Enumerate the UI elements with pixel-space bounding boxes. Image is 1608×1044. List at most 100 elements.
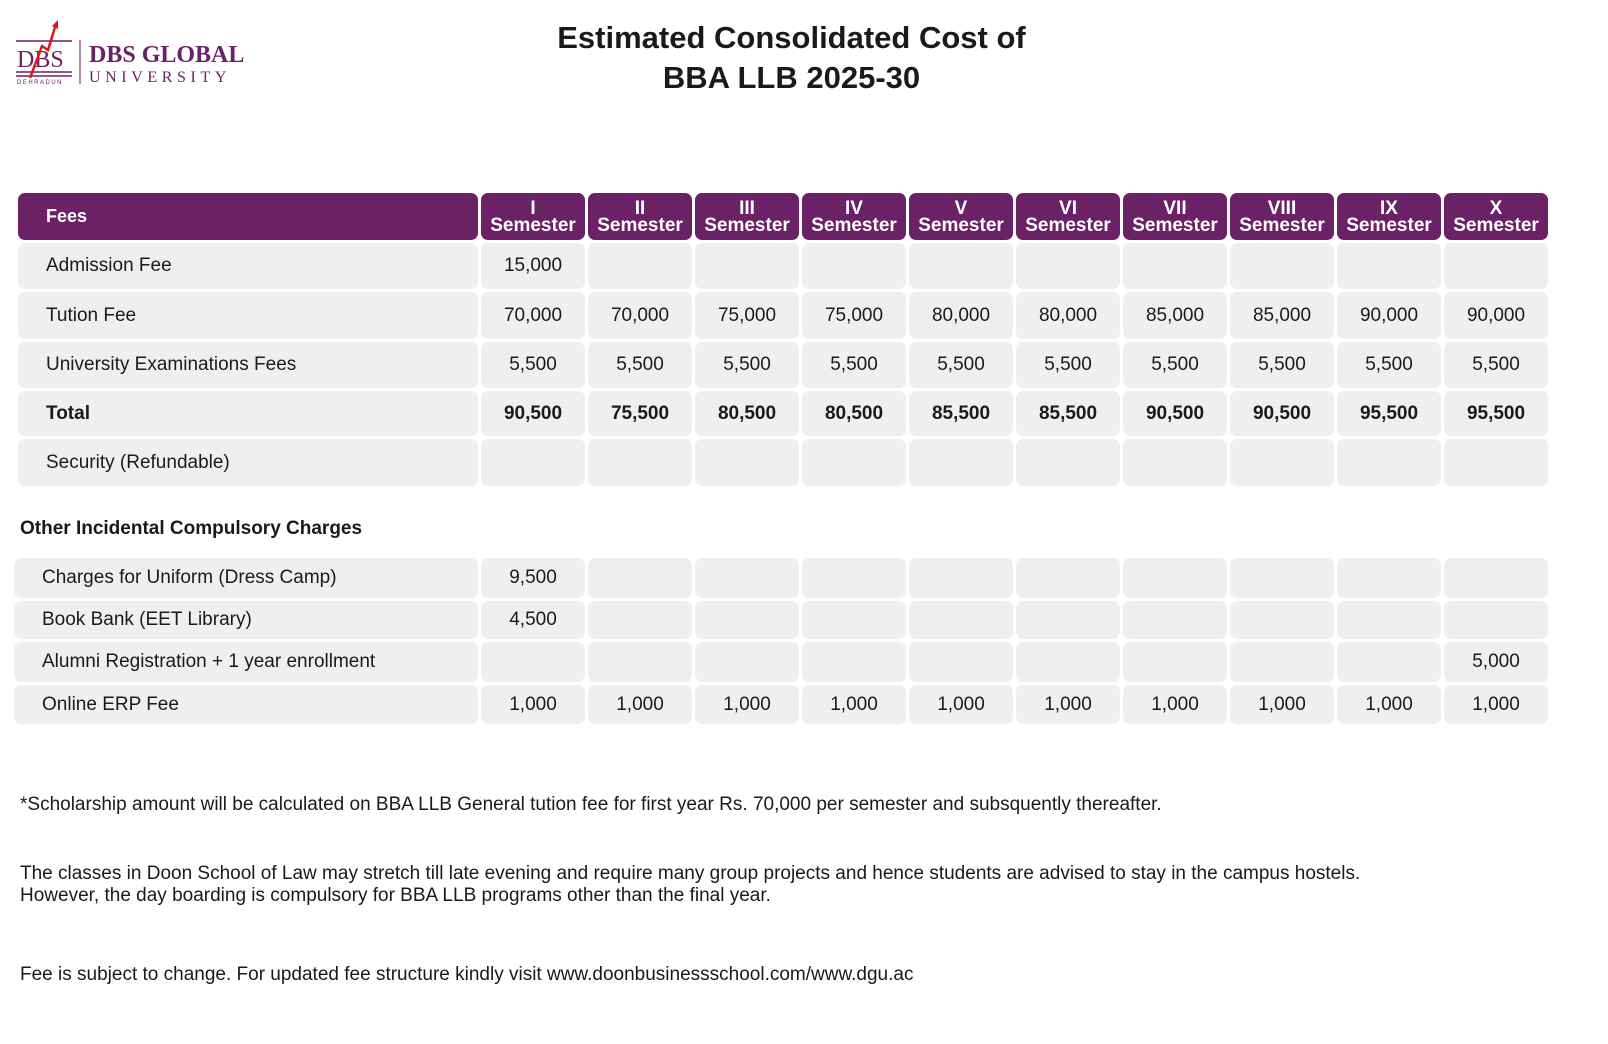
- semester-number: VII: [1163, 197, 1187, 219]
- fee-cell: 85,000: [1230, 292, 1334, 339]
- fee-cell: [1444, 601, 1548, 639]
- fee-cell: [588, 601, 692, 639]
- fee-cell: 5,500: [802, 342, 906, 388]
- fee-cell: 1,000: [481, 685, 585, 724]
- fee-cell: [588, 642, 692, 682]
- semester-number: IX: [1380, 197, 1398, 219]
- fee-cell: 70,000: [481, 292, 585, 339]
- fee-cell: 90,500: [1123, 391, 1227, 436]
- fee-cell: 4,500: [481, 601, 585, 639]
- fee-cell: 75,500: [588, 391, 692, 436]
- semester-word: Semester: [1453, 214, 1539, 236]
- semester-word: Semester: [1132, 214, 1218, 236]
- fee-cell: [695, 601, 799, 639]
- fee-cell: [588, 243, 692, 289]
- semester-word: Semester: [811, 214, 897, 236]
- fee-cell: 5,000: [1444, 642, 1548, 682]
- fee-cell: [1016, 601, 1120, 639]
- fees-table: Fees I Semester II Semester III Semester IV Seme…: [18, 193, 1548, 486]
- fee-cell: 85,000: [1123, 292, 1227, 339]
- svg-text:DBS GLOBAL: DBS GLOBAL: [89, 42, 244, 68]
- fee-cell: 80,500: [802, 391, 906, 436]
- fee-cell: [1444, 243, 1548, 289]
- fee-cell: [588, 439, 692, 486]
- semester-number: X: [1489, 197, 1503, 219]
- row-label: Book Bank (EET Library): [14, 601, 478, 639]
- fee-cell: 1,000: [588, 685, 692, 724]
- fee-cell: 1,000: [1016, 685, 1120, 724]
- fee-cell: [1123, 243, 1227, 289]
- row-label: Security (Refundable): [18, 439, 478, 486]
- fee-cell: [1123, 601, 1227, 639]
- fee-cell: 1,000: [909, 685, 1013, 724]
- header-semester: IV Semester: [802, 193, 906, 240]
- fee-cell: 95,500: [1444, 391, 1548, 436]
- semester-number: VI: [1059, 197, 1077, 219]
- fee-cell: [588, 558, 692, 598]
- fee-cell: [909, 601, 1013, 639]
- fee-cell: [1337, 439, 1441, 486]
- fee-cell: [802, 439, 906, 486]
- header-semester: VIII Semester: [1230, 193, 1334, 240]
- row-label: Online ERP Fee: [14, 685, 478, 724]
- fee-cell: [1123, 558, 1227, 598]
- semester-number: III: [739, 197, 755, 219]
- header-semester: X Semester: [1444, 193, 1548, 240]
- semester-number: I: [530, 197, 536, 219]
- semester-word: Semester: [918, 214, 1004, 236]
- fee-cell: 90,500: [1230, 391, 1334, 436]
- fee-cell: 5,500: [909, 342, 1013, 388]
- fee-cell: 90,500: [481, 391, 585, 436]
- fee-cell: [1337, 642, 1441, 682]
- fee-cell: [1016, 558, 1120, 598]
- fee-cell: [481, 439, 585, 486]
- dbs-global-university-logo: DBS DEHRADUN DBS GLOBAL UNIVERSITY: [16, 20, 244, 86]
- fee-cell: [802, 601, 906, 639]
- row-label: Tution Fee: [18, 292, 478, 339]
- fee-cell: 15,000: [481, 243, 585, 289]
- fee-cell: [1230, 243, 1334, 289]
- fee-cell: 5,500: [1016, 342, 1120, 388]
- hostel-note: The classes in Doon School of Law may st…: [20, 863, 1360, 907]
- fee-cell: [909, 642, 1013, 682]
- fee-cell: [1337, 243, 1441, 289]
- hostel-note-line-2: However, the day boarding is compulsory …: [20, 885, 771, 906]
- fee-cell: [802, 243, 906, 289]
- fee-cell: [1444, 439, 1548, 486]
- fee-cell: [1444, 558, 1548, 598]
- row-label: Charges for Uniform (Dress Camp): [14, 558, 478, 598]
- fee-cell: [1230, 601, 1334, 639]
- semester-word: Semester: [490, 214, 576, 236]
- fee-cell: 5,500: [1337, 342, 1441, 388]
- fee-cell: 90,000: [1444, 292, 1548, 339]
- header-semester: I Semester: [481, 193, 585, 240]
- fee-cell: 90,000: [1337, 292, 1441, 339]
- fee-cell: [1337, 558, 1441, 598]
- semester-word: Semester: [704, 214, 790, 236]
- fee-cell: [1016, 439, 1120, 486]
- fee-cell: 1,000: [695, 685, 799, 724]
- fee-cell: [909, 439, 1013, 486]
- fee-cell: 75,000: [695, 292, 799, 339]
- semester-word: Semester: [1239, 214, 1325, 236]
- fee-cell: 1,000: [1444, 685, 1548, 724]
- fee-change-note: Fee is subject to change. For updated fe…: [20, 964, 914, 985]
- fee-cell: [909, 558, 1013, 598]
- header-semester: II Semester: [588, 193, 692, 240]
- fee-cell: 1,000: [1337, 685, 1441, 724]
- semester-number: II: [634, 197, 646, 219]
- scholarship-note: *Scholarship amount will be calculated o…: [20, 794, 1162, 815]
- fee-cell: [802, 642, 906, 682]
- fee-cell: 5,500: [588, 342, 692, 388]
- fee-cell: 9,500: [481, 558, 585, 598]
- fee-cell: [481, 642, 585, 682]
- fee-cell: [1230, 439, 1334, 486]
- fee-cell: [695, 558, 799, 598]
- semester-number: VIII: [1267, 197, 1297, 219]
- semester-word: Semester: [1346, 214, 1432, 236]
- fee-cell: 5,500: [695, 342, 799, 388]
- semester-number: V: [954, 197, 968, 219]
- fee-cell: 80,000: [1016, 292, 1120, 339]
- fee-cell: 80,500: [695, 391, 799, 436]
